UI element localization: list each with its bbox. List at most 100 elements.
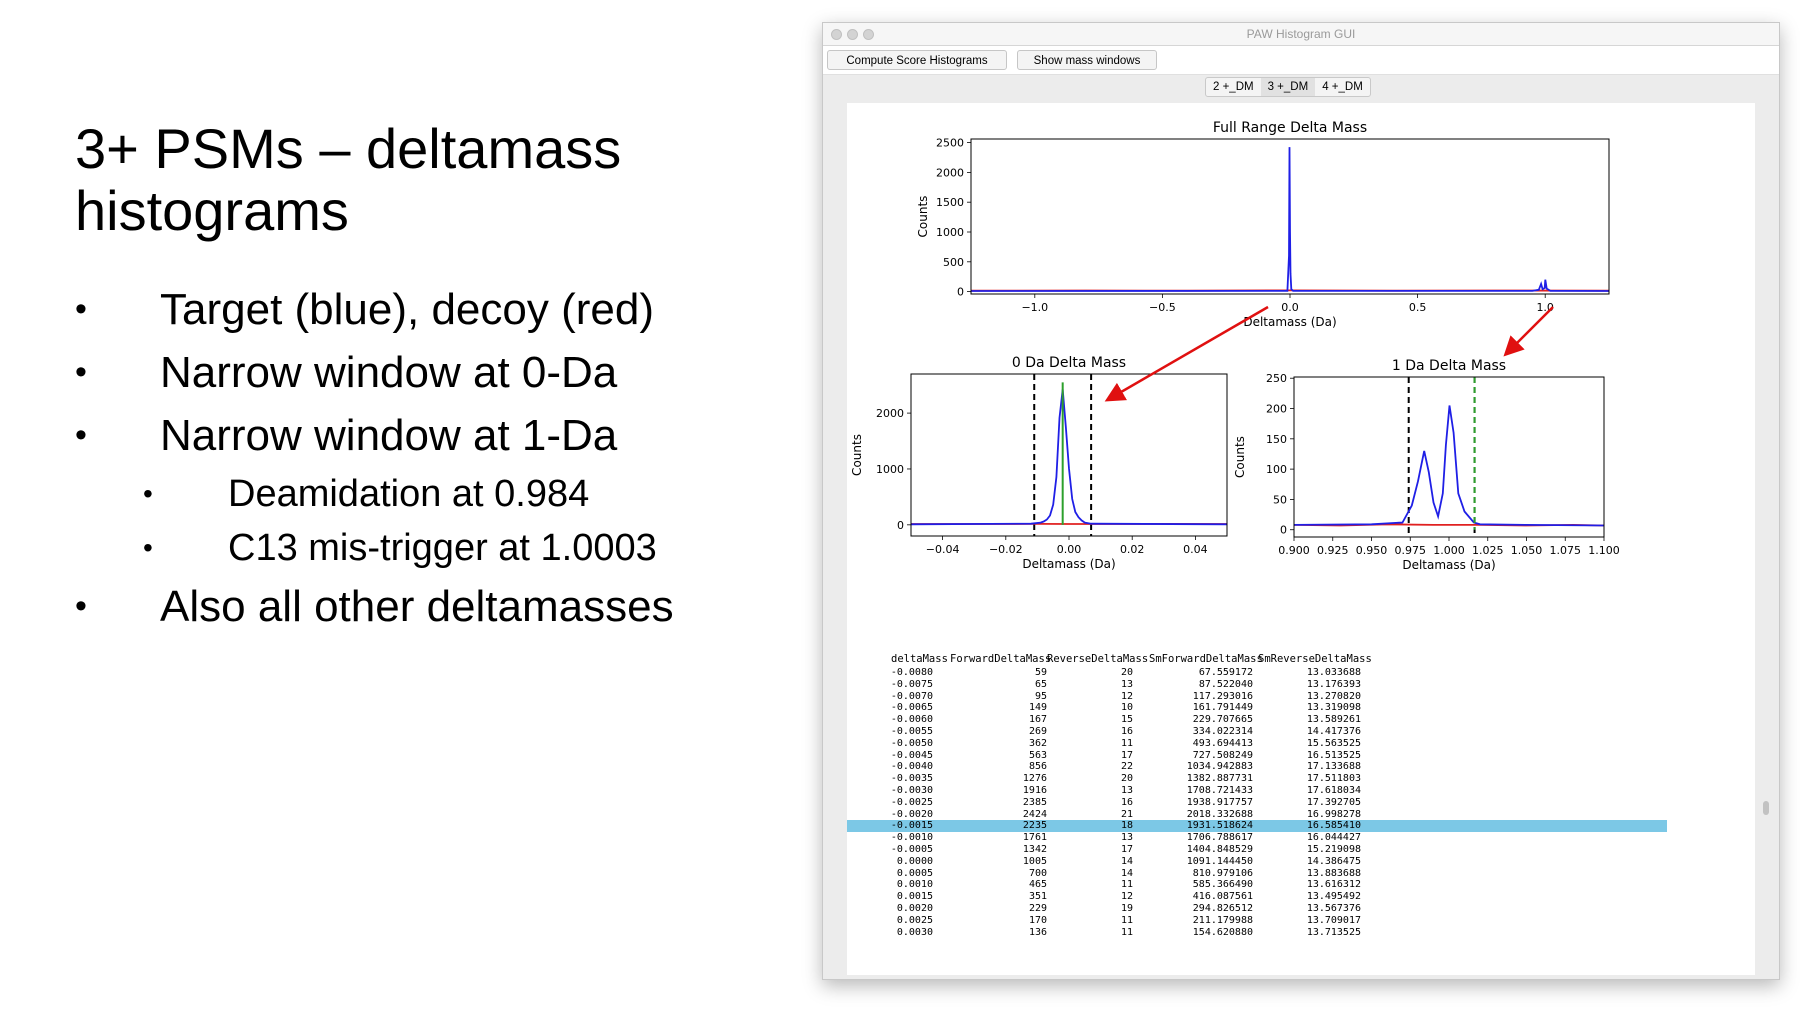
table-row[interactable]: -0.0080 59 20 67.559172 13.033688 [847, 667, 1667, 679]
x-tick-label: 1.075 [1550, 544, 1582, 557]
minimize-window-button[interactable] [847, 29, 858, 40]
plot-frame [910, 373, 1228, 537]
table-row[interactable]: 0.0025 170 11 211.179988 13.709017 [847, 915, 1667, 927]
table-cell: 14 [1120, 855, 1133, 867]
table-cell: 1931.518624 [1186, 820, 1253, 832]
table-row[interactable]: 0.0020 229 19 294.826512 13.567376 [847, 903, 1667, 915]
table-row[interactable]: -0.0035 1276 20 1382.887731 17.511803 [847, 773, 1667, 785]
y-tick-label: 100 [1266, 463, 1287, 476]
bullet-list: Target (blue), decoy (red)Narrow window … [75, 278, 674, 638]
table-row[interactable]: -0.0030 1916 13 1708.721433 17.618034 [847, 785, 1667, 797]
close-window-button[interactable] [831, 29, 842, 40]
table-row[interactable]: 0.0010 465 11 585.366490 13.616312 [847, 879, 1667, 891]
table-row[interactable]: -0.0045 563 17 727.508249 16.513525 [847, 750, 1667, 762]
x-tick-label: 1.100 [1588, 544, 1620, 557]
deltamass-table[interactable]: deltaMass ForwardDeltaMass ReverseDeltaMas… [847, 649, 1753, 955]
table-row[interactable]: -0.0020 2424 21 2018.332688 16.998278 [847, 809, 1667, 821]
table-cell: 17 [1120, 844, 1133, 855]
table-row[interactable]: 0.0030 136 11 154.620880 13.713525 [847, 927, 1667, 939]
table-cell: 11 [1120, 879, 1133, 891]
table-cell: 13.567376 [1306, 903, 1361, 914]
table-cell: 493.694413 [1192, 737, 1253, 749]
table-row[interactable]: -0.0055 269 16 334.022314 14.417376 [847, 726, 1667, 738]
table-row[interactable]: -0.0065 149 10 161.791449 13.319098 [847, 702, 1667, 714]
table-cell: 154.620880 [1192, 926, 1253, 938]
table-row[interactable]: -0.0025 2385 16 1938.917757 17.392705 [847, 797, 1667, 809]
table-cell: 19 [1120, 903, 1133, 914]
table-cell: 0.0015 [896, 891, 933, 903]
table-cell: 11 [1120, 926, 1133, 938]
x-tick-label: 0.04 [1183, 543, 1208, 556]
table-cell: 0.0025 [896, 914, 933, 926]
table-cell: -0.0010 [890, 832, 933, 844]
table-cell: 17.133688 [1306, 761, 1361, 773]
table-row[interactable]: -0.0075 65 13 87.522040 13.176393 [847, 679, 1667, 691]
table-cell: -0.0040 [890, 761, 933, 773]
column-header[interactable]: SmForwardDeltaMass [1149, 653, 1263, 665]
y-tick-label: 1000 [876, 463, 904, 476]
table-cell: 1005 [1022, 855, 1047, 867]
table-cell: 136 [1028, 926, 1047, 938]
tab-4-dm[interactable]: 4 +_DM [1322, 81, 1363, 93]
table-cell: 1706.788617 [1186, 832, 1253, 844]
y-axis-label: Counts [850, 434, 864, 476]
chart-title: 1 Da Delta Mass [1392, 358, 1506, 374]
compute-score-histograms-button[interactable]: Compute Score Histograms [827, 50, 1007, 70]
table-cell: 11 [1120, 737, 1133, 749]
table-row[interactable]: -0.0005 1342 17 1404.848529 15.219098 [847, 844, 1667, 856]
table-cell: 167 [1028, 714, 1047, 726]
table-cell: -0.0030 [890, 785, 933, 796]
bullet-item: C13 mis-trigger at 1.0003 [75, 521, 674, 575]
table-cell: -0.0035 [890, 773, 933, 785]
y-axis-label: Counts [916, 196, 930, 238]
table-row[interactable]: -0.0050 362 11 493.694413 15.563525 [847, 738, 1667, 750]
x-tick-label: 0.975 [1395, 544, 1427, 557]
table-cell: -0.0020 [890, 808, 933, 820]
table-cell: 13.270820 [1306, 690, 1361, 702]
column-header[interactable]: deltaMass [891, 653, 948, 665]
zoom-window-button[interactable] [863, 29, 874, 40]
y-tick-label: 2000 [936, 166, 964, 179]
plot-frame [970, 138, 1610, 295]
show-mass-windows-button[interactable]: Show mass windows [1017, 50, 1157, 70]
target-series-line [970, 147, 1610, 292]
chart-2: 1 Da Delta Mass 0.900 0.925 0.950 0.975 1.000… [1233, 358, 1620, 572]
table-cell: 12 [1120, 690, 1133, 702]
table-cell: 117.293016 [1192, 690, 1253, 702]
table-body[interactable]: -0.0080 59 20 67.559172 13.033688 -0.0075 65 13… [847, 667, 1753, 955]
tab-3-dm[interactable]: 3 +_DM [1260, 78, 1316, 96]
table-row[interactable]: 0.0000 1005 14 1091.144450 14.386475 [847, 856, 1667, 868]
table-cell: 67.559172 [1198, 667, 1253, 678]
table-row[interactable]: -0.0070 95 12 117.293016 13.270820 [847, 691, 1667, 703]
table-row[interactable]: 0.0005 700 14 810.979106 13.883688 [847, 868, 1667, 880]
table-cell: 13 [1120, 785, 1133, 796]
table-cell: -0.0025 [890, 796, 933, 808]
y-tick-label: 1000 [936, 226, 964, 239]
table-cell: 2235 [1022, 820, 1047, 832]
target-series-line [1293, 405, 1605, 527]
table-cell: 0.0010 [896, 879, 933, 891]
table-row-selected[interactable]: -0.0015 2235 18 1931.518624 16.585410 [847, 820, 1667, 833]
table-cell: 2018.332688 [1186, 808, 1253, 820]
table-cell: 1276 [1022, 773, 1047, 785]
table-cell: 810.979106 [1192, 867, 1253, 879]
table-cell: 149 [1028, 702, 1047, 714]
table-row[interactable]: -0.0060 167 15 229.707665 13.589261 [847, 714, 1667, 726]
column-header[interactable]: ReverseDeltaMass [1047, 653, 1149, 665]
plot-frame [1293, 376, 1605, 538]
column-header[interactable]: ForwardDeltaMass [950, 653, 1052, 665]
table-row[interactable]: -0.0010 1761 13 1706.788617 16.044427 [847, 832, 1667, 844]
chart-1: 0 Da Delta Mass −0.04 −0.02 0.00 0.02 0.04 0 10… [850, 355, 1228, 571]
table-scrollbar[interactable] [1763, 801, 1769, 815]
table-row[interactable]: -0.0040 856 22 1034.942883 17.133688 [847, 761, 1667, 773]
x-tick-label: −0.5 [1149, 301, 1176, 314]
y-tick-label: 200 [1266, 403, 1287, 416]
table-cell: -0.0055 [890, 726, 933, 737]
column-header[interactable]: SmReverseDeltaMass [1258, 653, 1372, 665]
x-axis-label: Deltamass (Da) [1243, 315, 1336, 329]
table-cell: 13.713525 [1306, 926, 1361, 938]
tab-2-dm[interactable]: 2 +_DM [1213, 81, 1254, 93]
table-cell: 17 [1120, 749, 1133, 761]
table-row[interactable]: 0.0015 351 12 416.087561 13.495492 [847, 891, 1667, 903]
table-cell: 1404.848529 [1186, 844, 1253, 855]
